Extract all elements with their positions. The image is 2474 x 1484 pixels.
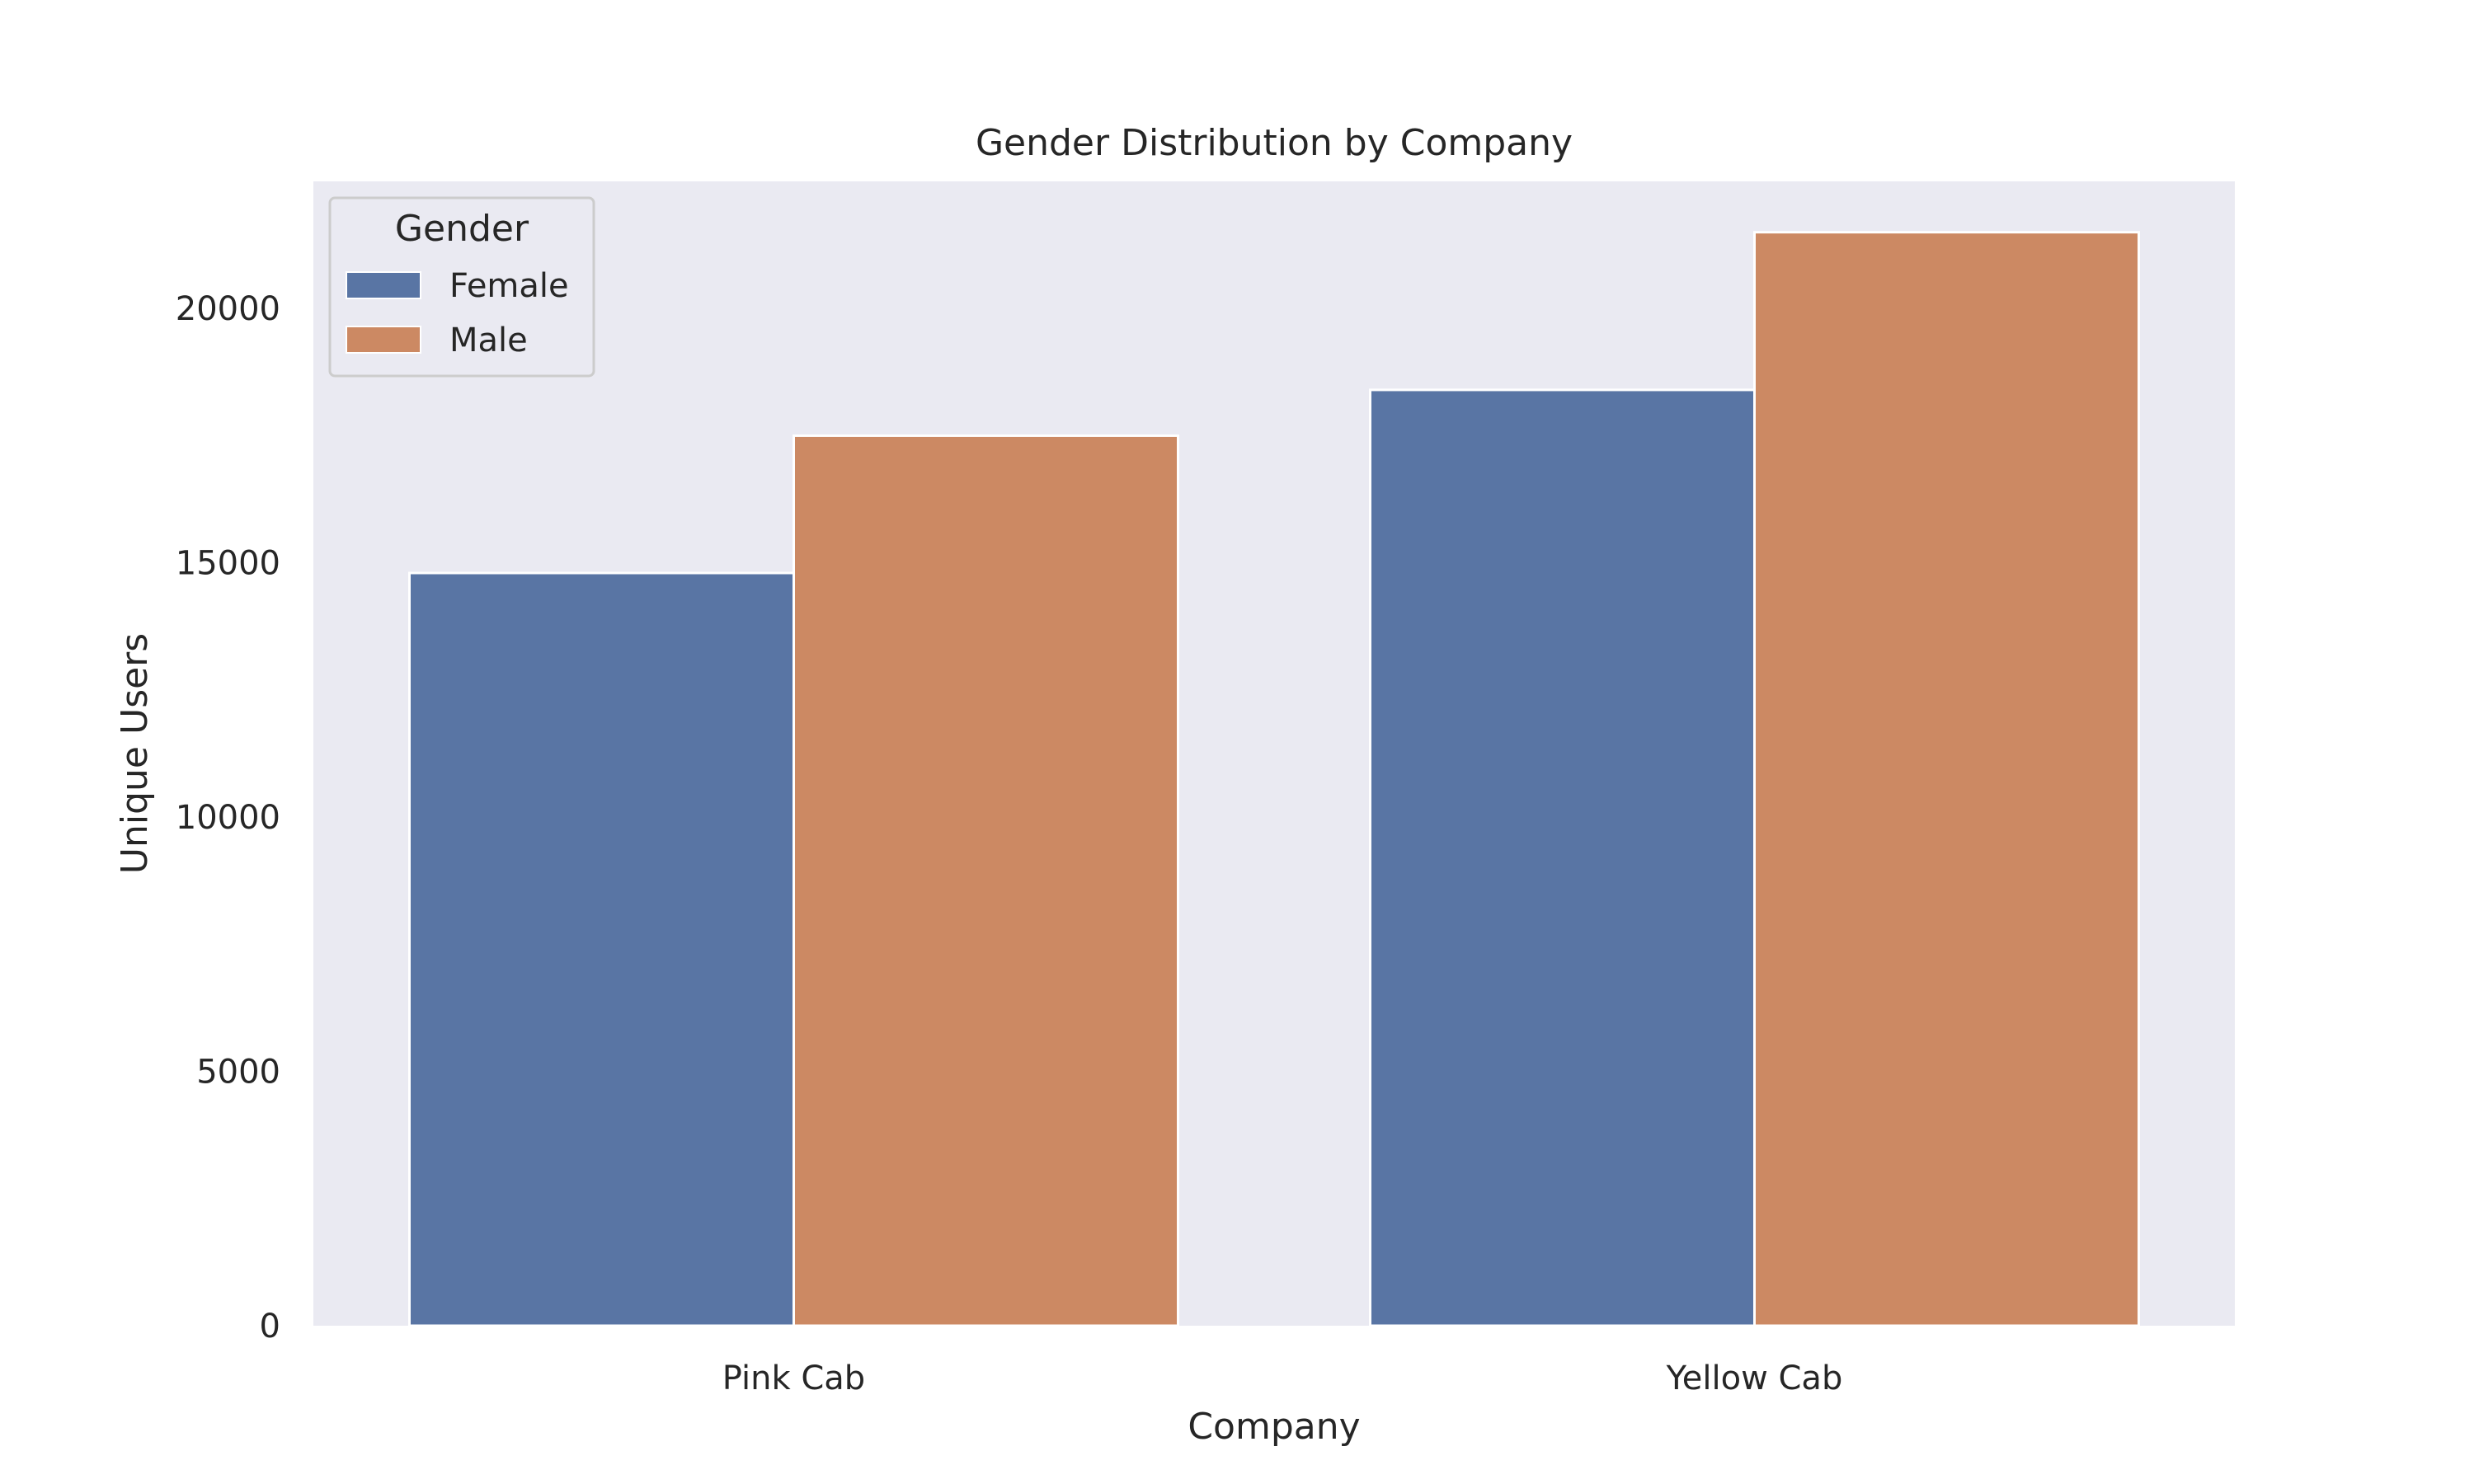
bars-group: [408, 231, 2140, 1327]
legend-label-female: Female: [449, 267, 569, 305]
x-tick-label: Pink Cab: [722, 1360, 865, 1397]
legend-title: Gender: [395, 208, 529, 250]
x-ticks-group: Pink Cab Yellow Cab: [722, 1360, 1843, 1397]
bar-female-yellow-cab: [1369, 388, 1756, 1327]
legend-swatch-male: [346, 326, 421, 354]
y-tick-label: 10000: [176, 799, 280, 837]
y-tick-label: 5000: [196, 1054, 280, 1092]
x-tick-label: Yellow Cab: [1666, 1360, 1843, 1397]
y-tick-label: 15000: [176, 545, 280, 583]
y-tick-label: 0: [260, 1308, 280, 1345]
legend-items: Female Male: [346, 267, 569, 359]
legend: Gender Female Male: [328, 196, 595, 378]
bar-male-yellow-cab: [1753, 231, 2140, 1327]
legend-swatch-female: [346, 271, 421, 299]
legend-label-male: Male: [449, 322, 528, 359]
y-ticks-group: 0 5000 10000 15000 20000: [176, 290, 280, 1345]
bar-female-pink-cab: [408, 571, 795, 1327]
bar-male-pink-cab: [793, 434, 1179, 1327]
y-axis-label: Unique Users: [114, 633, 156, 874]
x-axis-label: Company: [1188, 1406, 1360, 1448]
y-tick-label: 20000: [176, 290, 280, 328]
chart-title: Gender Distribution by Company: [976, 122, 1573, 164]
